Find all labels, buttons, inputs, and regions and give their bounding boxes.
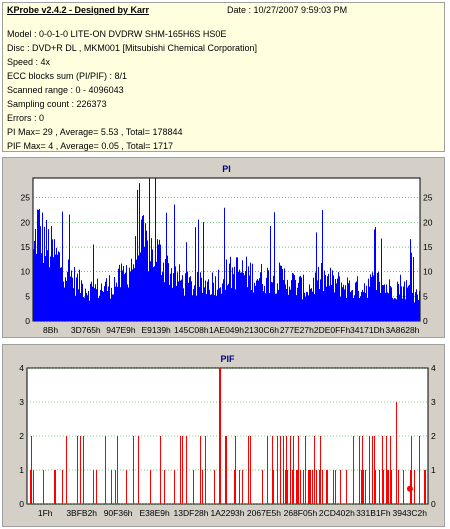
pi-x-tick-label: 1AE049h	[209, 325, 244, 335]
pif-x-tick-label: 13DF28h	[174, 508, 209, 518]
pif-max-marker	[406, 485, 413, 492]
pi-y-tick-label-left: 0	[25, 316, 30, 326]
pif-y-tick-label-left: 3	[19, 397, 24, 407]
pi-chart: PI 0 0 5 5 10 10 15 15 20 20 25 25 8Bh 3D765h 947E9h E91…	[21, 164, 433, 335]
pif-x-tick-label: 90F36h	[104, 508, 133, 518]
pi-y-tick-label-right: 20	[423, 217, 433, 227]
pi-y-tick-label-left: 25	[21, 193, 31, 203]
pi-x-tick-label: E9139h	[141, 325, 171, 335]
pi-y-tick-label-right: 15	[423, 242, 433, 252]
pif-y-tick-label-left: 0	[19, 499, 24, 509]
pi-x-tick-label: 8Bh	[43, 325, 58, 335]
pi-y-tick-label-left: 20	[21, 217, 31, 227]
pi-y-tick-label-left: 5	[25, 291, 30, 301]
pif-x-tick-label: 2CD402h	[319, 508, 355, 518]
pif-y-tick-label-left: 4	[19, 363, 24, 373]
pi-y-tick-label-left: 15	[21, 242, 31, 252]
scan-date: Date : 10/27/2007 9:59:03 PM	[227, 5, 348, 15]
app-title: KProbe v2.4.2 - Designed by Karr	[7, 5, 150, 15]
pi-x-tick-label: 3A8628h	[385, 325, 419, 335]
pif-x-tick-label: 3BFB2h	[66, 508, 97, 518]
pi-bars	[33, 178, 420, 321]
pi-x-tick-label: 3D765h	[71, 325, 101, 335]
pif-y-tick-label-right: 4	[431, 363, 436, 373]
pif-x-tick-label: 331B1Fh	[356, 508, 391, 518]
info-sampling-count: Sampling count : 226373	[7, 99, 107, 109]
pi-y-tick-label-right: 0	[423, 316, 428, 326]
info-pi-stats: PI Max= 29 , Average= 5.53 , Total= 1788…	[7, 127, 183, 137]
info-scanned-range: Scanned range : 0 - 4096043	[7, 85, 124, 95]
pif-x-tick-label: 1A2293h	[210, 508, 244, 518]
pif-y-tick-label-left: 1	[19, 465, 24, 475]
pif-chart-title: PIF	[220, 354, 235, 364]
pi-x-tick-label: 2130C6h	[244, 325, 279, 335]
pif-x-tick-label: 3943C2h	[393, 508, 428, 518]
pi-y-tick-label-right: 25	[423, 193, 433, 203]
pi-x-tick-label: 34171Dh	[350, 325, 385, 335]
pif-y-tick-label-right: 0	[431, 499, 436, 509]
pi-y-tick-label-left: 10	[21, 267, 31, 277]
pi-y-tick-label-right: 5	[423, 291, 428, 301]
pi-x-tick-label: 277E27h	[280, 325, 314, 335]
pi-x-tick-label: 145C08h	[174, 325, 209, 335]
pif-y-tick-label-right: 3	[431, 397, 436, 407]
info-model: Model : 0-0-1-0 LITE-ON DVDRW SHM-165H6S…	[7, 29, 227, 39]
pif-bars	[30, 368, 426, 504]
info-pif-stats: PIF Max= 4 , Average= 0.05 , Total= 1717	[7, 141, 174, 151]
info-errors: Errors : 0	[7, 113, 45, 123]
info-ecc-blocks: ECC blocks sum (PI/PIF) : 8/1	[7, 71, 128, 81]
pi-chart-panel: PI 0 0 5 5 10 10 15 15 20 20 25 25 8Bh 3D765h 947E9h E91…	[2, 157, 445, 338]
pif-y-tick-label-right: 1	[431, 465, 436, 475]
info-speed: Speed : 4x	[7, 57, 51, 67]
info-disc: Disc : DVD+R DL , MKM001 [Mitsubishi Che…	[7, 43, 257, 53]
pif-chart-panel: PIF 0 0 1 1 2 2 3 3 4 4 1Fh 3BFB2h 90F36h E38E9h 13DF28…	[2, 344, 445, 527]
pif-y-tick-label-left: 2	[19, 431, 24, 441]
pi-y-tick-label-right: 10	[423, 267, 433, 277]
pi-x-tick-label: 947E9h	[106, 325, 136, 335]
pi-chart-title: PI	[222, 164, 231, 174]
pif-x-tick-label: E38E9h	[139, 508, 170, 518]
info-panel: KProbe v2.4.2 - Designed by Karr Date : …	[2, 2, 445, 152]
pif-x-tick-label: 2067E5h	[247, 508, 281, 518]
pif-x-tick-label: 268F05h	[284, 508, 318, 518]
pif-chart: PIF 0 0 1 1 2 2 3 3 4 4 1Fh 3BFB2h 90F36h E38E9h 13DF28…	[19, 354, 436, 518]
pif-y-tick-label-right: 2	[431, 431, 436, 441]
pi-x-tick-label: 2DE0FFh	[314, 325, 351, 335]
pif-x-tick-label: 1Fh	[38, 508, 53, 518]
